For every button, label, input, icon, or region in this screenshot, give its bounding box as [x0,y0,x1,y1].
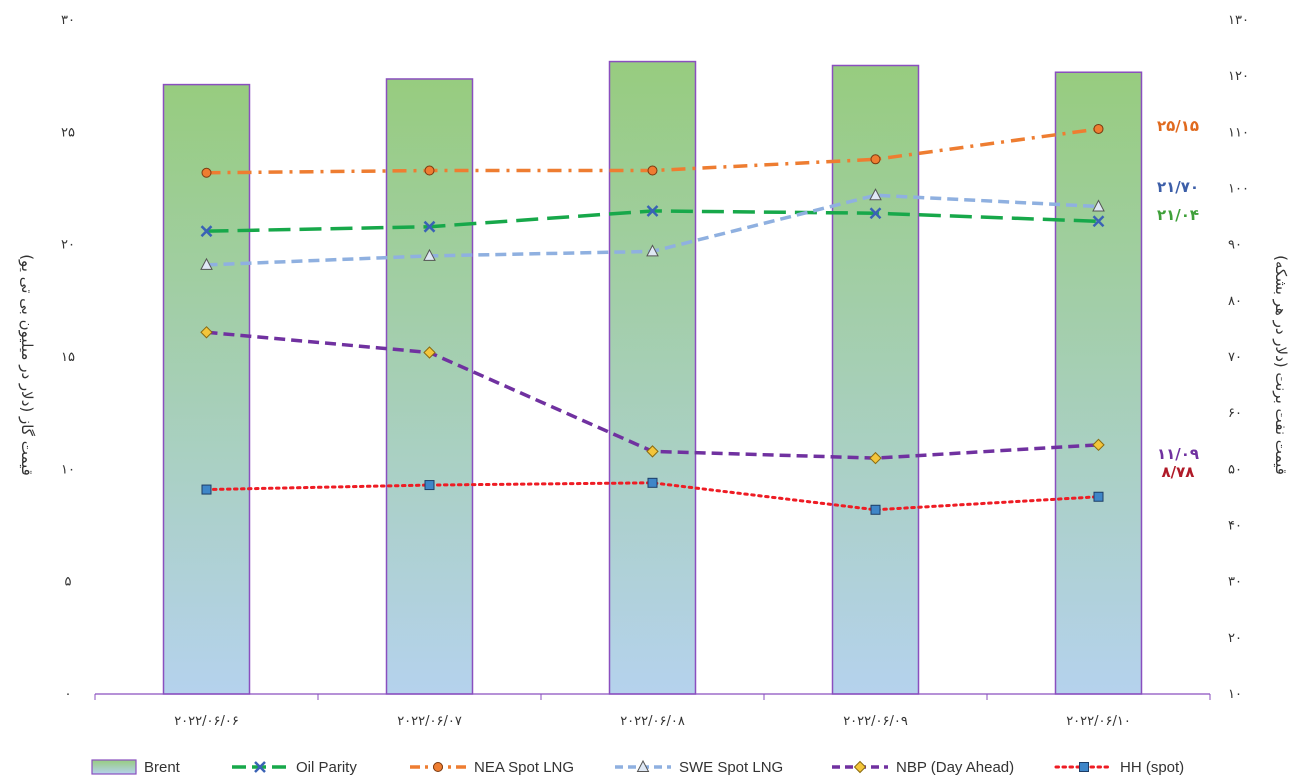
legend-label: HH (spot) [1120,759,1184,776]
right-tick-label: ۶۰ [1228,406,1242,421]
category-label: ۲۰۲۲/۰۶/۰۹ [843,714,908,729]
left-tick-labels: ۰ ۵ ۱۰ ۱۵ ۲۰ ۲۵ ۳۰ [61,13,75,702]
category-label: ۲۰۲۲/۰۶/۱۰ [1066,714,1131,729]
right-axis-title: قیمت نفت برنت (دلار در هر بشکه) [1272,255,1290,475]
left-tick-label: ۱۰ [61,462,75,477]
legend-label: Brent [144,759,181,776]
point-nbp-day-ahead [869,451,882,465]
bars-layer [162,60,1143,695]
left-tick-label: ۰ [65,687,72,702]
point-oil-parity [869,207,882,220]
bar-brent [162,83,251,695]
legend-marker-oil-parity [254,761,266,773]
end-labels: ۲۵/۱۵ ۲۱/۷۰ ۲۱/۰۴ ۱۱/۰۹۸/۷۸ [1157,117,1199,481]
legend: Brent Oil Parity NEA Spot LNG SWE Spot LNG N… [91,759,1184,776]
point-hh-spot [870,504,881,515]
point-nea-spot-lng [424,165,435,176]
legend-label: NEA Spot LNG [474,759,574,776]
right-tick-label: ۷۰ [1228,350,1242,365]
right-tick-label: ۱۰ [1228,687,1242,702]
category-label: ۲۰۲۲/۰۶/۰۷ [397,714,462,729]
point-nea-spot-lng [1093,123,1104,134]
point-oil-parity [423,220,436,233]
point-swe-spot-lng [200,257,213,270]
end-value-label: ۲۱/۰۴ [1157,206,1199,224]
category-labels: ۲۰۲۲/۰۶/۰۶ ۲۰۲۲/۰۶/۰۷ ۲۰۲۲/۰۶/۰۸ ۲۰۲۲/۰۶/۰۹… [174,714,1131,729]
series-layer [200,123,1105,515]
legend-item: Brent [91,759,181,776]
point-nea-spot-lng [647,165,658,176]
point-swe-spot-lng [646,244,659,257]
right-tick-label: ۴۰ [1228,519,1242,534]
point-nea-spot-lng [870,154,881,165]
right-tick-label: ۱۲۰ [1228,69,1249,84]
right-tick-labels: ۱۰ ۲۰ ۳۰ ۴۰ ۵۰ ۶۰ ۷۰ ۸۰ ۹۰ ۱۰۰ ۱۱۰ ۱۲۰ ۱۳۰ [1228,13,1249,702]
point-hh-spot [647,477,658,488]
point-hh-spot [201,484,212,495]
point-nbp-day-ahead [200,326,213,339]
legend-label: SWE Spot LNG [679,759,783,776]
legend-marker-nbp-day-ahead [853,760,867,774]
legend-item: NBP (Day Ahead) [832,759,1014,776]
point-oil-parity [200,225,213,238]
point-swe-spot-lng [423,248,436,261]
right-tick-label: ۸۰ [1228,294,1242,309]
legend-label: Oil Parity [296,759,357,776]
right-tick-label: ۱۱۰ [1228,125,1249,140]
point-nbp-day-ahead [646,445,659,458]
legend-marker-nea-spot-lng [433,762,443,772]
point-hh-spot [1093,491,1104,502]
point-swe-spot-lng [1092,199,1105,212]
bar-brent [385,78,474,695]
legend-item: NEA Spot LNG [410,759,574,776]
left-tick-label: ۲۵ [61,125,75,140]
left-tick-label: ۱۵ [61,350,75,365]
point-oil-parity [1092,215,1105,228]
x-tick-marks [94,694,1211,700]
point-nbp-day-ahead [423,346,436,359]
legend-marker-hh-spot [1079,762,1089,772]
right-tick-label: ۱۰۰ [1228,182,1249,197]
end-value-label: ۸/۷۸ [1162,463,1195,481]
category-label: ۲۰۲۲/۰۶/۰۶ [174,714,239,729]
left-tick-label: ۳۰ [61,13,75,28]
right-tick-label: ۱۳۰ [1228,13,1249,28]
legend-swatch-brent [91,759,137,775]
point-oil-parity [646,205,659,217]
end-value-label: ۱۱/۰۹ [1157,445,1199,463]
end-value-label: ۲۵/۱۵ [1157,117,1199,135]
point-hh-spot [424,480,435,491]
right-tick-label: ۵۰ [1228,462,1242,477]
right-tick-label: ۲۰ [1228,631,1242,646]
bar-brent [608,60,697,695]
legend-marker-swe-spot-lng [636,759,650,772]
bar-brent [1054,71,1143,695]
right-tick-label: ۹۰ [1228,238,1242,253]
point-swe-spot-lng [869,188,882,201]
left-axis-title: قیمت گاز (دلار در میلیون بی تی یو) [18,254,36,476]
series-line-hh-spot [205,481,1100,512]
legend-item: Oil Parity [232,759,357,776]
legend-label: NBP (Day Ahead) [896,759,1014,776]
bar-brent [831,64,920,695]
point-nbp-day-ahead [1092,438,1105,452]
end-value-label: ۲۱/۷۰ [1157,178,1199,196]
category-label: ۲۰۲۲/۰۶/۰۸ [620,714,685,729]
point-nea-spot-lng [201,167,212,178]
right-tick-label: ۳۰ [1228,575,1242,590]
left-tick-label: ۵ [65,575,72,590]
left-tick-label: ۲۰ [61,238,75,253]
legend-item: SWE Spot LNG [615,759,783,776]
legend-item: HH (spot) [1054,759,1184,776]
